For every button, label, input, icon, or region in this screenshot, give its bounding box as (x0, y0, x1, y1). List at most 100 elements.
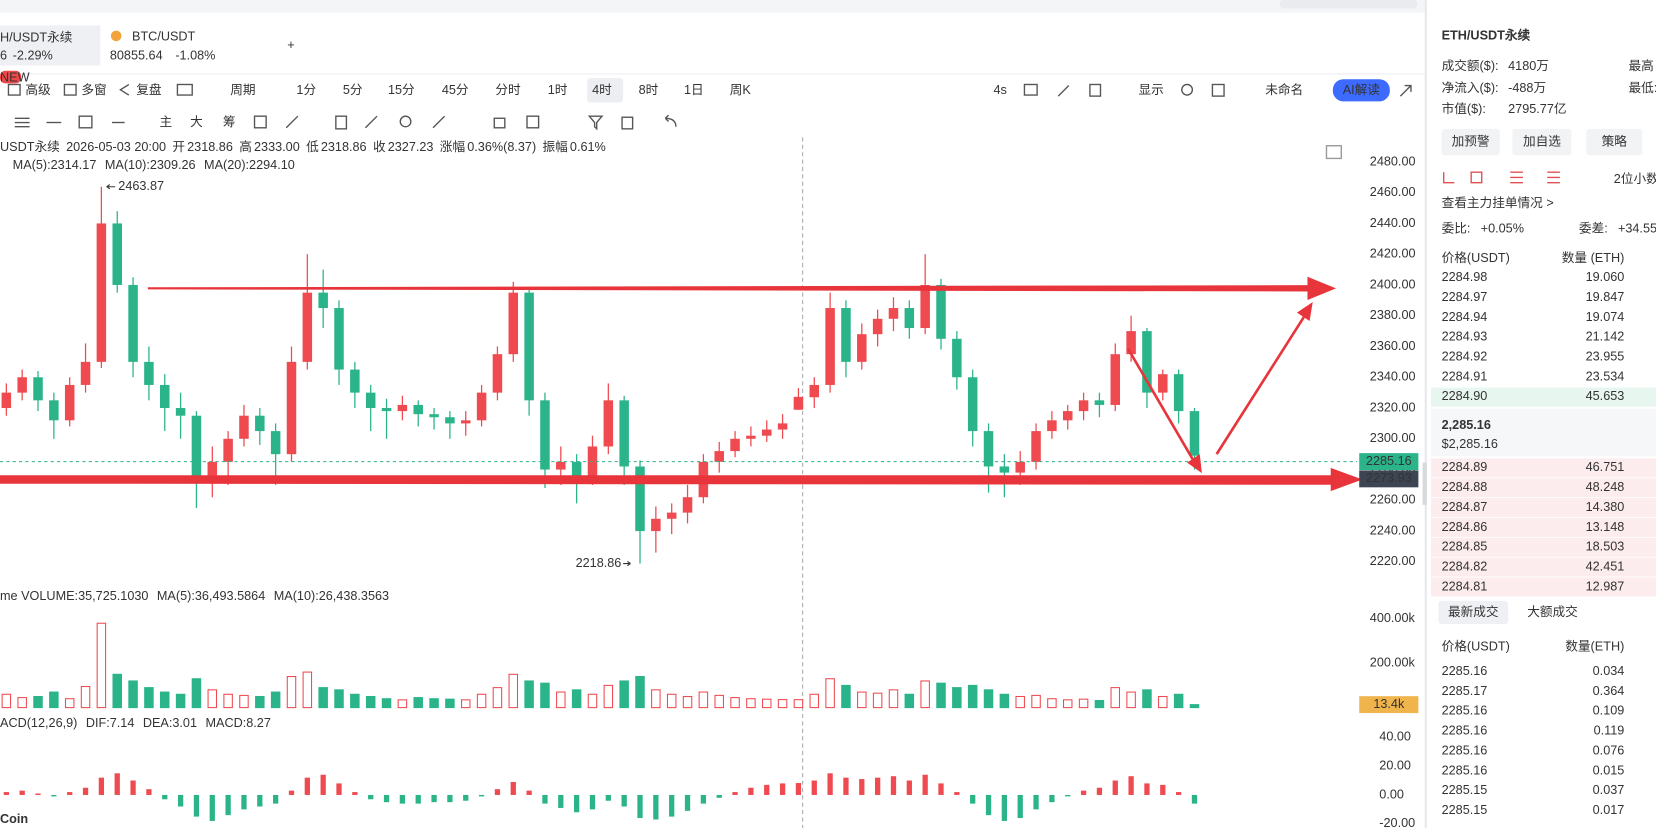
interval[interactable]: 周K (730, 83, 752, 97)
macd-bar (368, 794, 374, 800)
icon[interactable] (78, 115, 93, 129)
trade-tab-bg[interactable] (1438, 600, 1509, 625)
candle-body (175, 408, 186, 416)
volume-bar (556, 691, 566, 709)
tab-price: 6 (0, 48, 7, 62)
macd-info: ACD(12,26,9) (0, 716, 77, 730)
trade-tab[interactable]: 最新成交 (1448, 604, 1499, 619)
icon[interactable] (493, 117, 506, 129)
interval[interactable]: 分时 (495, 83, 521, 97)
icon[interactable] (285, 115, 299, 129)
candle-body (1, 392, 12, 409)
icon[interactable] (63, 83, 77, 96)
interval[interactable]: 1日 (684, 83, 704, 97)
ohlc-info: 收 (373, 140, 386, 154)
ask-qty: 19.074 (1586, 310, 1625, 324)
panel-button-label[interactable]: 加自选 (1523, 134, 1561, 148)
volume-bar (603, 684, 614, 709)
interval[interactable]: 1时 (548, 83, 568, 97)
interval[interactable]: 15分 (388, 83, 415, 97)
volume-bar (967, 684, 978, 709)
toolbar-right[interactable]: 4s (993, 83, 1006, 97)
macd-bar (1175, 792, 1182, 795)
tab-price: 80855.64 (110, 48, 163, 62)
macd-bar (304, 777, 310, 795)
toolbar-right[interactable]: 未命名 (1265, 82, 1303, 97)
volume-bar (350, 693, 360, 709)
volume-bar (825, 678, 835, 709)
icon[interactable] (1181, 83, 1194, 96)
volume-bar (666, 693, 677, 709)
candle-body (920, 284, 930, 329)
macd-bar (1096, 787, 1103, 795)
panel-button[interactable] (1512, 128, 1572, 156)
macd-bar (478, 794, 485, 797)
macd-bar (811, 780, 817, 795)
icon[interactable] (621, 116, 634, 130)
stat-value: -488万 (1508, 81, 1546, 95)
icon[interactable] (7, 83, 21, 96)
icon[interactable] (1211, 83, 1225, 97)
icon[interactable] (1325, 145, 1342, 160)
tool-button[interactable]: 多窗 (81, 83, 106, 97)
high-label: 2463.87 (118, 179, 164, 193)
icon[interactable] (253, 115, 267, 129)
icon[interactable] (1023, 83, 1038, 96)
annotation-arrows (0, 276, 1363, 492)
panel-button[interactable] (1586, 128, 1643, 156)
ask-depth (1431, 387, 1656, 407)
search-box[interactable] (1280, 0, 1418, 9)
icon[interactable] (399, 115, 412, 128)
volume-bar (730, 697, 740, 709)
depth-link[interactable]: 查看主力挂单情况 > (1442, 196, 1554, 210)
icon[interactable] (1443, 171, 1560, 184)
macd-bar (890, 776, 897, 795)
bid-qty: 48.248 (1586, 480, 1625, 494)
interval[interactable]: 8时 (639, 83, 659, 97)
macd-bar (146, 789, 152, 795)
y-tick-label: 2440.00 (1370, 216, 1416, 230)
ai-button[interactable]: AI解读 (1343, 83, 1381, 97)
icon[interactable] (432, 115, 446, 129)
ai-button-bg[interactable] (1332, 79, 1390, 102)
active-tab[interactable] (0, 25, 101, 66)
panel-button-label[interactable]: 策略 (1602, 133, 1628, 148)
icon[interactable] (1399, 84, 1412, 97)
interval[interactable]: 4时 (592, 83, 612, 97)
add-tab[interactable]: + (287, 38, 294, 52)
bid-qty: 46.751 (1586, 460, 1625, 474)
icon[interactable] (1057, 85, 1070, 97)
bid-bg (1431, 458, 1656, 478)
icon[interactable] (587, 115, 604, 131)
icon[interactable] (664, 114, 677, 127)
volume-bar (1126, 691, 1136, 709)
candle-body (286, 361, 297, 455)
tool-button[interactable]: 高级 (25, 82, 51, 97)
icon[interactable] (526, 115, 540, 129)
panel-button-label[interactable]: 加预警 (1452, 133, 1490, 148)
indicator[interactable]: 大 (190, 115, 203, 129)
icon[interactable] (176, 83, 193, 96)
macd-bar (352, 792, 358, 795)
panel-button[interactable] (1441, 128, 1500, 156)
y-tick-label: 2300.00 (1370, 431, 1416, 445)
tool-button[interactable]: 复盘 (136, 82, 162, 97)
icon[interactable] (119, 83, 130, 96)
interval[interactable]: 5分 (343, 83, 363, 97)
scrollbar[interactable] (1422, 462, 1427, 505)
interval[interactable]: 1分 (296, 83, 316, 97)
candle-body (365, 392, 376, 409)
tab-change: -1.08% (175, 48, 215, 62)
trade-tab[interactable]: 大额成交 (1527, 604, 1578, 619)
stat-right: 最低: (1629, 81, 1656, 95)
ohlc-info: 2327.23 (388, 140, 434, 154)
icon[interactable] (364, 115, 378, 129)
candle-body (1110, 354, 1121, 405)
icon[interactable] (335, 115, 348, 130)
indicator[interactable]: 筹 (223, 114, 236, 129)
icon[interactable] (1089, 83, 1102, 97)
indicator[interactable]: 主 (159, 115, 172, 129)
interval[interactable]: 45分 (442, 83, 469, 97)
icon[interactable] (14, 117, 30, 128)
toolbar-right[interactable]: 显示 (1139, 83, 1164, 97)
